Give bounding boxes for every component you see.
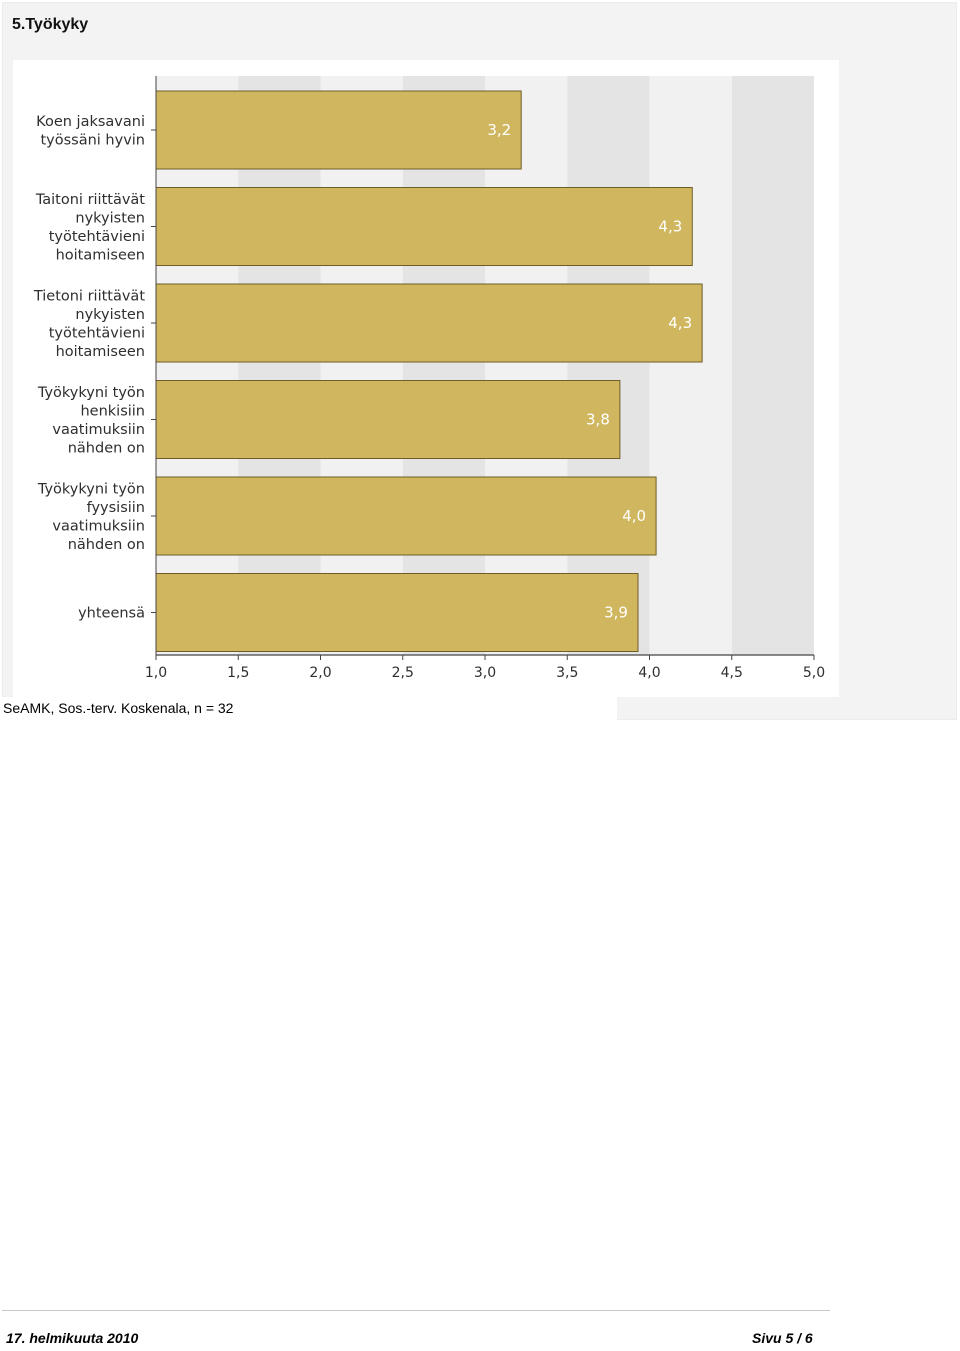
bar-value-label: 3,9 <box>604 604 628 622</box>
category-label: nykyisten <box>75 210 145 226</box>
category-label: henkisiin <box>80 403 145 419</box>
category-label: fyysisiin <box>87 500 145 516</box>
category-label: Työkykyni työn <box>37 385 145 401</box>
grid-band <box>485 76 568 655</box>
bar <box>155 380 621 459</box>
footer-page-number: Sivu 5 / 6 <box>752 1330 813 1346</box>
grid-band <box>238 76 321 655</box>
section-title: 5.Työkyky <box>12 16 89 33</box>
bar <box>155 476 657 556</box>
x-tick-label: 3,0 <box>474 665 496 681</box>
x-tick-label: 4,5 <box>721 665 743 681</box>
bar-value-label: 3,2 <box>487 121 511 139</box>
x-tick-label: 4,0 <box>638 665 660 681</box>
category-label: Työkykyni työn <box>37 481 145 497</box>
category-label: nähden on <box>68 537 145 553</box>
category-label: hoitamiseen <box>56 247 145 263</box>
x-tick-label: 2,0 <box>309 665 331 681</box>
grid-band <box>402 76 485 655</box>
bar-value-label: 3,8 <box>586 411 610 429</box>
x-tick-label: 1,0 <box>145 665 167 681</box>
x-tick-label: 5,0 <box>803 665 825 681</box>
category-label: nykyisten <box>75 307 145 323</box>
category-label: hoitamiseen <box>56 344 145 360</box>
bar-value-label: 4,3 <box>668 314 692 332</box>
grid-band <box>649 76 732 655</box>
grid-band <box>567 76 650 655</box>
footer-date: 17. helmikuuta 2010 <box>6 1330 139 1346</box>
x-tick-label: 2,5 <box>392 665 414 681</box>
x-tick-label: 3,5 <box>556 665 578 681</box>
category-label: Tietoni riittävät <box>33 288 145 304</box>
category-label: työtehtävieni <box>49 325 145 341</box>
category-label: työtehtävieni <box>49 229 145 245</box>
category-label: Koen jaksavani <box>36 114 145 130</box>
bar-value-label: 4,0 <box>622 507 646 525</box>
grid-band <box>731 76 814 655</box>
category-label: nähden on <box>68 440 145 456</box>
chart-area: 3,2 Koen jaksavani työssäni hyvin 4,3 Taiton… <box>13 60 839 697</box>
footnote-text: SeAMK, Sos.-terv. Koskenala, n = 32 <box>3 700 234 716</box>
category-label: yhteensä <box>78 606 145 622</box>
bar <box>155 573 639 652</box>
footer-divider <box>2 1310 830 1311</box>
category-label: Taitoni riittävät <box>35 192 145 208</box>
grid-band <box>320 76 403 655</box>
grid-band <box>156 76 239 655</box>
bar-chart: 3,2 Koen jaksavani työssäni hyvin 4,3 Taiton… <box>33 76 825 681</box>
x-tick-label: 1,5 <box>227 665 249 681</box>
category-label: vaatimuksiin <box>52 422 145 438</box>
bar-value-label: 4,3 <box>658 218 682 236</box>
bar <box>155 283 703 363</box>
category-label: vaatimuksiin <box>52 518 145 534</box>
bar <box>155 90 522 170</box>
category-label: työssäni hyvin <box>40 132 145 148</box>
footnote: SeAMK, Sos.-terv. Koskenala, n = 32 <box>0 697 617 720</box>
bar <box>155 187 693 266</box>
